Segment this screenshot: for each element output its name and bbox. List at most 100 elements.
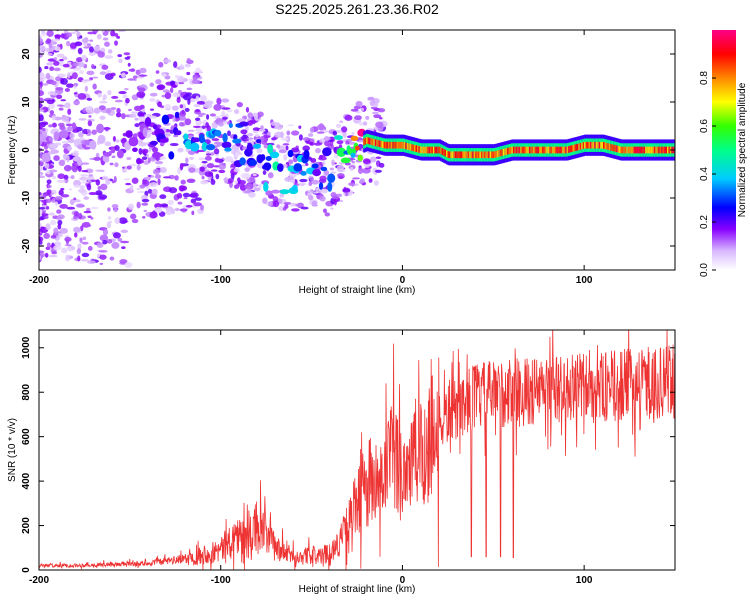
spectrogram-cell — [390, 141, 394, 149]
spectrogram-cell — [376, 160, 380, 168]
spectrogram-cell — [190, 198, 197, 204]
spectrogram-cell — [573, 144, 577, 152]
spectrogram-cell — [89, 39, 94, 42]
spectrogram-cell — [49, 143, 59, 149]
spectrogram-cell — [162, 89, 171, 93]
spectrogram-cell — [119, 259, 128, 264]
spectrogram-cell — [350, 166, 354, 172]
spectrogram-cell — [536, 146, 539, 154]
spectrogram-cell — [45, 206, 50, 210]
spectrogram-cell — [345, 140, 350, 145]
spectrogram-cell — [39, 81, 43, 88]
spectrogram-cell — [379, 140, 382, 148]
spectrogram-cell — [158, 61, 164, 68]
spectrogram-cell — [186, 87, 193, 91]
spectrogram-cell — [86, 129, 91, 133]
spectrogram-cell — [291, 184, 298, 192]
spectrogram-cell — [59, 203, 68, 209]
spectrogram-cell — [51, 197, 56, 203]
spectrogram-cell — [253, 143, 261, 149]
spectrogram-cell — [614, 145, 618, 152]
spectrogram-cell — [489, 151, 493, 159]
spectrogram-cell — [169, 142, 179, 147]
spectrogram-cell — [260, 135, 266, 143]
spectrogram-cell — [111, 95, 119, 99]
spectrogram-cell — [361, 167, 371, 174]
spectrogram-cell — [56, 53, 65, 58]
spectrogram-cell — [53, 131, 60, 141]
spectrogram-cell — [49, 110, 55, 115]
spectrogram-cell — [464, 151, 468, 159]
spectrogram-cell — [438, 146, 442, 154]
spectrogram-cell — [258, 183, 262, 189]
spectrogram-cell — [42, 131, 48, 137]
spectrogram-cell — [57, 73, 66, 78]
spectrogram-cell — [55, 86, 64, 91]
spectrogram-cell — [604, 142, 607, 150]
spectrogram-cell — [544, 146, 548, 154]
spectrogram-cell — [157, 178, 161, 186]
spectrogram-cell — [232, 138, 242, 144]
spectrogram-cell — [648, 146, 651, 154]
spectrogram-cell — [555, 146, 558, 154]
spectrogram-cell — [73, 197, 77, 201]
spectrogram-cell — [136, 188, 141, 191]
spectrogram-cell — [78, 131, 84, 138]
spectrogram-cell — [372, 111, 379, 115]
spectrogram-cell — [221, 98, 230, 103]
spectrogram-cell — [73, 211, 80, 217]
spectrogram-cell — [559, 146, 562, 154]
spectrogram-cell — [81, 54, 87, 61]
spectrogram-cell — [434, 146, 437, 154]
spectrogram-cell — [313, 142, 322, 146]
spectrogram-cell — [499, 149, 503, 157]
spectrogram-cell — [664, 146, 667, 154]
spectrogram-cell — [83, 210, 92, 214]
spectrogram-cell — [405, 142, 408, 150]
spectrogram-cell — [127, 78, 136, 81]
spectrogram-cell — [363, 138, 366, 146]
spectrogram-cell — [141, 156, 148, 161]
spectrogram-cell — [571, 145, 574, 153]
spectrogram-xlabel: Height of straight line (km) — [299, 285, 416, 296]
spectrogram-cell — [195, 95, 200, 102]
spectrogram-cell — [54, 201, 59, 207]
spectrogram-cell — [627, 146, 631, 154]
spectrogram-cell — [340, 126, 348, 133]
spectrogram-cell — [39, 45, 46, 52]
spectrogram-cell — [46, 62, 54, 66]
spectrogram-cell — [136, 201, 141, 209]
spectrogram-cell — [354, 115, 362, 121]
spectrogram-cell — [96, 253, 101, 258]
spectrogram-cell — [424, 146, 427, 154]
spectrogram-cell — [276, 144, 281, 149]
spectrogram-cell — [77, 243, 82, 250]
spec-ytick-label: 10 — [21, 96, 32, 108]
spectrogram-cell — [114, 33, 119, 37]
spectrogram-cell — [245, 125, 249, 132]
spectrogram-cell — [111, 155, 116, 159]
spectrogram-cell — [127, 62, 131, 67]
spectrogram-cell — [58, 122, 65, 127]
spectrogram-cell — [143, 209, 148, 213]
spectrogram-cell — [291, 208, 300, 212]
spectrogram-cell — [633, 146, 636, 154]
spectrogram-cell — [97, 51, 105, 58]
spectrogram-cell — [149, 182, 158, 188]
spectrogram-cell — [288, 159, 294, 165]
spectrogram-cell — [310, 179, 320, 185]
spectrogram-cell — [114, 162, 119, 168]
spec-ytick-label: -10 — [21, 190, 32, 205]
spectrogram-cell — [533, 146, 536, 154]
spectrogram-cell — [316, 131, 325, 134]
spectrogram-cell — [260, 125, 264, 130]
spectrogram-cell — [63, 164, 72, 172]
spectrogram-cell — [646, 146, 650, 154]
spectrogram-cell — [42, 121, 49, 126]
spectrogram-cell — [350, 108, 359, 112]
spectrogram-cell — [93, 45, 101, 52]
spectrogram-cell — [39, 74, 47, 82]
spectrogram-cell — [597, 141, 600, 149]
spectrogram-cell — [161, 94, 166, 98]
spectrogram-cell — [667, 146, 670, 154]
